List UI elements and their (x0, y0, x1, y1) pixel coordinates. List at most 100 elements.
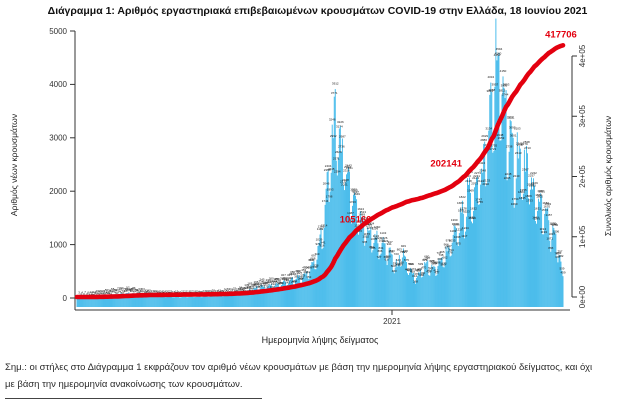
bar-value-label: 803 (397, 248, 402, 252)
bar-value-label: 2738 (506, 144, 513, 148)
bar-value-label: 3812 (499, 89, 506, 93)
bar-value-label: 459 (410, 269, 415, 273)
bar (459, 208, 461, 307)
bar (299, 275, 301, 307)
bar-value-label: 1755 (476, 200, 483, 204)
bar-value-label: 2073 (471, 182, 478, 186)
bar-value-label: 88 (124, 289, 128, 293)
bar (556, 257, 558, 307)
bar-value-label: 380 (289, 272, 294, 276)
bar (125, 293, 127, 307)
bar (319, 234, 321, 307)
bar (467, 178, 468, 307)
bar (340, 151, 342, 307)
bar-value-label: 221 (272, 279, 277, 283)
bar (94, 297, 96, 307)
bar-value-label: 233 (266, 278, 271, 282)
bar-value-label: 1071 (546, 237, 553, 241)
bar-value-label: 719 (314, 252, 319, 256)
bar (385, 260, 387, 307)
bar (91, 297, 93, 307)
bar (178, 296, 180, 307)
bar (411, 269, 412, 307)
bar-value-label: 56 (226, 289, 230, 293)
bar-value-label: 243 (279, 281, 284, 285)
bar (123, 294, 125, 307)
bar-value-label: 613 (308, 258, 313, 262)
bar (128, 292, 130, 307)
bar (532, 189, 533, 307)
bar-value-label: 1199 (372, 227, 379, 231)
bar-value-label: 42 (104, 290, 108, 294)
bar (517, 158, 519, 307)
bar-value-label: 353 (306, 275, 311, 279)
bar-value-label: 429 (426, 269, 431, 273)
bar (149, 295, 151, 307)
bar (77, 297, 79, 307)
bar-value-label: 122 (248, 287, 253, 291)
bar-value-label: 1031 (371, 237, 378, 241)
bar-value-label: 937 (447, 244, 452, 248)
bar-value-label: 50 (115, 291, 119, 295)
bar (302, 277, 304, 307)
bar-value-label: 697 (311, 253, 316, 257)
bar-value-label: 1513 (359, 210, 366, 214)
bar (538, 198, 540, 307)
bar-value-label: 431 (406, 268, 411, 272)
bar-value-label: 1038 (454, 235, 461, 239)
bar (533, 178, 534, 307)
bar (430, 270, 432, 307)
bar (185, 296, 187, 307)
bar (514, 204, 516, 307)
bar (177, 297, 179, 307)
bar (100, 296, 102, 307)
bar-value-label: 179 (258, 284, 263, 288)
bar-value-label: 409 (560, 270, 565, 274)
bar (291, 277, 292, 307)
bar (189, 296, 191, 307)
bar-value-label: 964 (444, 242, 449, 246)
bar-value-label: 63 (138, 287, 142, 291)
bar (403, 255, 405, 307)
bar-value-label: 6 (83, 292, 85, 296)
bar-value-label: 2929 (481, 134, 488, 138)
bar-value-label: 2992 (330, 134, 337, 138)
bar-value-label: 589 (441, 262, 446, 266)
bar (516, 132, 518, 307)
bar-value-label: 1632 (470, 207, 477, 211)
bar (216, 296, 218, 307)
bar (242, 292, 244, 307)
bar-value-label: 538 (313, 263, 318, 267)
bar-value-label: 236 (284, 278, 289, 282)
bar-value-label: 13 (89, 292, 93, 296)
bar (98, 296, 100, 307)
bar (509, 119, 511, 307)
bar (388, 247, 390, 307)
bar-value-label: 138 (246, 285, 251, 289)
bar (488, 130, 490, 307)
bar (198, 296, 200, 307)
bar-value-label: 386 (290, 270, 295, 274)
bar (275, 282, 277, 307)
bar-value-label: 300 (283, 276, 288, 280)
bar-value-label: 1337 (356, 219, 363, 223)
bar (287, 284, 288, 307)
bar-value-label: 220 (262, 280, 267, 284)
bar-value-label: 86 (132, 286, 136, 290)
bar (555, 233, 557, 307)
bar-value-label: 327 (287, 273, 292, 277)
bar-value-label: 3093 (509, 125, 516, 129)
bar (341, 138, 343, 307)
bar (501, 94, 503, 307)
bar (425, 263, 427, 307)
bar (89, 297, 91, 307)
bar-value-label: 2848 (516, 142, 523, 146)
bar-value-label: 77 (117, 286, 121, 290)
bar (103, 296, 104, 307)
bar (529, 204, 530, 307)
axes: 0 1000 2000 3000 4000 5000 0e+00 1e+05 2e+05 3e+0… (49, 27, 587, 315)
bar (161, 296, 163, 307)
bar-value-label: 2205 (504, 176, 511, 180)
bar-value-label: 4450 (494, 53, 501, 57)
bar (500, 140, 502, 307)
